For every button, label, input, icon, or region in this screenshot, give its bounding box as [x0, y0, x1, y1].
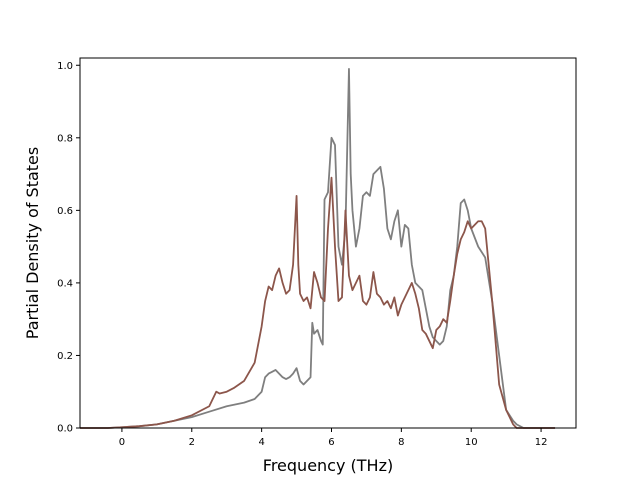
- y-tick-label: 0.4: [57, 278, 73, 289]
- x-tick-label: 10: [465, 437, 478, 448]
- y-tick-label: 0.8: [57, 133, 73, 144]
- x-axis-label: Frequency (THz): [263, 456, 393, 475]
- plot-frame: [79, 57, 577, 429]
- x-tick-label: 8: [398, 437, 404, 448]
- y-axis-ticks: 0.0 0.2 0.4 0.6 0.8 1.0: [57, 61, 80, 435]
- y-tick-label: 0.6: [57, 206, 73, 217]
- series-layer: [80, 67, 556, 429]
- x-tick-label: 4: [258, 437, 264, 448]
- x-tick-label: 12: [535, 437, 548, 448]
- x-axis-ticks: 0 2 4 6 8 10 12: [119, 428, 548, 448]
- x-tick-label: 0: [119, 437, 125, 448]
- y-axis-label: Partial Density of States: [23, 147, 42, 339]
- x-tick-label: 6: [328, 437, 334, 448]
- y-tick-label: 1.0: [57, 61, 73, 72]
- y-tick-label: 0.2: [57, 351, 73, 362]
- y-tick-label: 0.0: [57, 424, 73, 435]
- series-line-2: [80, 176, 556, 429]
- x-tick-label: 2: [189, 437, 195, 448]
